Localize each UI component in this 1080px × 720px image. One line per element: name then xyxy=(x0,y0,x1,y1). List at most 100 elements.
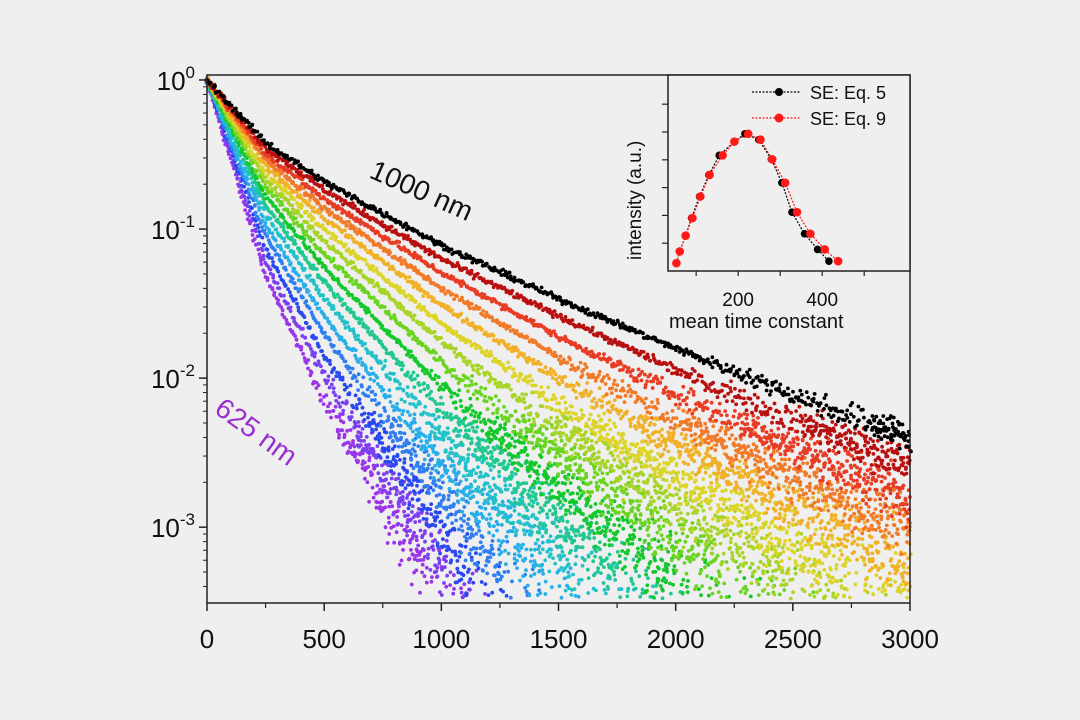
data-point xyxy=(615,494,619,498)
data-point xyxy=(282,239,287,244)
data-point xyxy=(534,461,538,465)
data-point xyxy=(268,267,273,272)
data-point xyxy=(469,558,474,563)
data-point xyxy=(690,521,695,525)
data-point xyxy=(354,406,359,411)
data-point xyxy=(247,200,251,205)
data-point xyxy=(512,552,517,557)
data-point xyxy=(437,424,442,429)
data-point xyxy=(470,527,475,532)
data-point xyxy=(592,451,597,456)
data-point xyxy=(652,508,657,513)
data-point xyxy=(439,485,443,490)
data-point xyxy=(346,449,351,454)
data-point xyxy=(597,450,601,454)
data-point xyxy=(530,553,534,558)
data-point xyxy=(389,476,394,481)
data-point xyxy=(524,392,528,397)
data-point xyxy=(793,571,798,576)
data-point xyxy=(823,594,828,599)
data-point xyxy=(283,283,288,288)
data-point xyxy=(489,450,494,455)
data-point xyxy=(505,487,510,492)
data-point xyxy=(532,479,537,484)
data-point xyxy=(358,268,363,273)
data-point xyxy=(517,512,522,517)
data-point xyxy=(407,556,412,561)
data-point xyxy=(482,501,486,506)
data-point xyxy=(721,551,726,556)
data-point xyxy=(772,592,777,597)
data-point xyxy=(710,591,715,596)
data-point xyxy=(292,229,296,233)
data-point xyxy=(587,536,592,541)
data-point xyxy=(561,395,566,399)
data-point xyxy=(599,571,603,575)
data-point xyxy=(371,295,376,300)
data-point xyxy=(629,576,634,581)
data-point xyxy=(468,577,473,582)
data-point xyxy=(662,576,666,580)
data-point xyxy=(518,432,523,436)
data-point xyxy=(371,449,376,454)
data-point xyxy=(235,169,240,174)
data-point xyxy=(337,313,341,317)
data-point xyxy=(423,529,427,533)
data-point xyxy=(572,511,577,516)
data-point xyxy=(547,420,551,425)
data-point xyxy=(492,447,497,452)
data-point xyxy=(356,459,360,463)
data-point xyxy=(507,383,511,388)
data-point xyxy=(573,451,578,456)
data-point xyxy=(586,576,591,580)
data-point xyxy=(664,495,669,499)
data-point xyxy=(824,582,829,587)
data-point xyxy=(317,288,321,293)
data-point xyxy=(488,516,493,521)
data-point xyxy=(390,424,395,428)
data-point xyxy=(474,551,478,555)
data-point xyxy=(226,152,231,157)
data-point xyxy=(312,354,317,359)
data-point xyxy=(674,545,678,550)
data-point xyxy=(615,504,620,509)
data-point xyxy=(361,459,365,464)
data-point xyxy=(572,538,577,543)
data-point xyxy=(652,484,657,489)
data-point xyxy=(430,466,435,471)
data-point xyxy=(450,459,455,464)
data-point xyxy=(346,440,351,445)
data-point xyxy=(750,527,755,532)
data-point xyxy=(385,470,389,475)
data-point xyxy=(618,560,622,565)
data-point xyxy=(555,415,559,420)
data-point xyxy=(471,533,475,538)
data-point xyxy=(452,573,456,578)
data-point xyxy=(448,583,452,587)
data-point xyxy=(426,546,431,551)
data-point xyxy=(626,511,631,516)
data-point xyxy=(454,518,458,523)
data-point xyxy=(709,529,713,533)
data-point xyxy=(417,519,422,524)
data-point xyxy=(279,293,283,298)
data-point xyxy=(299,214,304,219)
data-point xyxy=(405,533,409,538)
data-point xyxy=(648,545,652,550)
data-point xyxy=(632,528,637,532)
data-point xyxy=(394,419,398,423)
data-point xyxy=(337,415,342,419)
data-point xyxy=(287,322,292,327)
data-point xyxy=(605,423,610,427)
data-point xyxy=(618,474,622,479)
data-point xyxy=(609,464,614,469)
data-point xyxy=(626,586,631,591)
data-point xyxy=(408,528,412,533)
data-point xyxy=(754,526,758,530)
data-point xyxy=(398,458,402,462)
data-point xyxy=(505,517,510,521)
data-point xyxy=(593,502,598,506)
data-point xyxy=(517,395,522,400)
data-point xyxy=(363,341,367,346)
data-point xyxy=(482,483,487,487)
